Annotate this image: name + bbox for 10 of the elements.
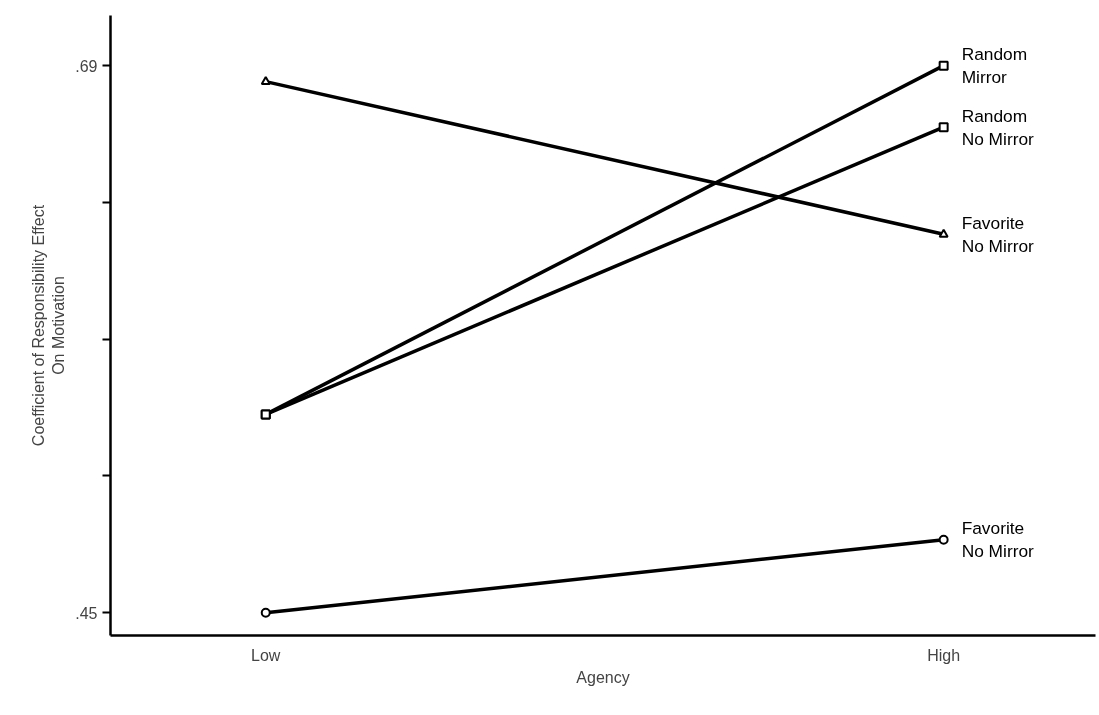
series-label: Favorite No Mirror: [961, 518, 1035, 562]
y-axis-title: Coefficient of Responsibility Effect On Motivation: [29, 204, 68, 447]
series-label: Random Mirror: [961, 44, 1028, 88]
series-label: Favorite No Mirror: [961, 212, 1035, 256]
x-tick-label: High: [927, 646, 961, 664]
x-tick-label: Low: [251, 646, 281, 664]
x-axis-title: Agency: [576, 668, 630, 686]
series-label: Random No Mirror: [961, 105, 1035, 149]
y-tick-label: .69: [75, 57, 98, 75]
y-tick-label: .45: [75, 604, 98, 622]
